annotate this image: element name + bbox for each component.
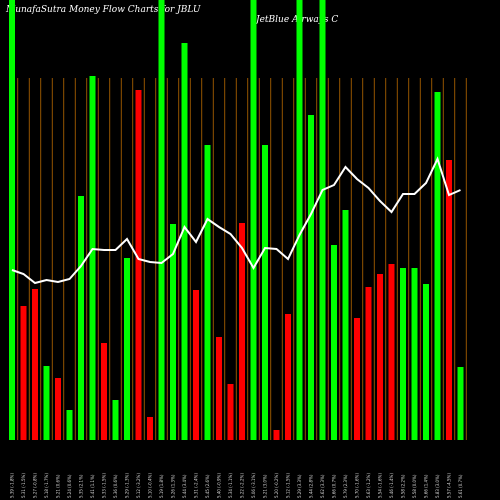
bar <box>457 367 464 440</box>
bar <box>170 224 176 440</box>
money-flow-line <box>11 156 461 285</box>
bars <box>9 0 464 440</box>
bar <box>78 196 84 440</box>
bar <box>181 43 188 440</box>
x-tick-label: 5.21 (3.0%) <box>263 474 268 498</box>
bar <box>89 76 96 440</box>
bar <box>20 306 27 440</box>
bar <box>32 289 38 440</box>
x-tick-label: 5.33 (-1.5%) <box>102 473 107 498</box>
bar <box>434 92 441 440</box>
x-tick-label: 5.27 (-0.8%) <box>33 473 38 498</box>
x-tick-label: 5.24 (0.6%) <box>67 474 72 498</box>
bar <box>388 264 395 440</box>
x-tick-label: 5.66 (1.4%) <box>424 474 429 498</box>
x-tick-label: 5.79 (2.3%) <box>343 474 348 498</box>
x-tick-label: 5.29 (-1.3%) <box>125 473 130 498</box>
x-tick-label: 5.45 (2.6%) <box>205 474 210 498</box>
x-tick-label: 5.10 (-0.4%) <box>148 473 153 498</box>
x-tick-label: 5.12 (-3.2%) <box>136 473 141 498</box>
x-tick-label: 5.19 (1.8%) <box>159 474 164 498</box>
x-tick-label: 5.29 (3.3%) <box>297 474 302 498</box>
x-tick-label: 5.63 (-1.2%) <box>366 473 371 498</box>
x-tick-label: 5.34 (-1.1%) <box>228 473 233 498</box>
x-tick-label: 5.58 (2.2%) <box>401 474 406 498</box>
bar <box>262 145 268 440</box>
x-tick-label: 5.44 (3.4%) <box>182 474 187 498</box>
chart-subtitle: JetBlue Airways C <box>254 15 338 25</box>
x-tick-label: 5.62 (3.3%) <box>320 474 325 498</box>
bar <box>9 0 15 440</box>
bar <box>331 245 337 440</box>
x-tick-label: 5.21 (0.6%) <box>56 474 61 498</box>
x-tick-label: 5.83 (3.0%) <box>435 474 440 498</box>
bar <box>250 0 257 440</box>
bar <box>296 0 303 440</box>
x-tick-label: 5.70 (-1.6%) <box>355 473 360 498</box>
x-tick-label: 5.54 (-1.6%) <box>378 473 383 498</box>
bar <box>273 430 280 440</box>
x-tick-label: 5.40 (-0.9%) <box>217 473 222 498</box>
x-tick-label: 5.20 (-0.2%) <box>274 473 279 498</box>
bar <box>365 287 372 440</box>
bar <box>411 268 418 440</box>
x-tick-label: 5.58 (0.0%) <box>412 474 417 498</box>
bar <box>101 343 107 440</box>
bar <box>342 210 349 440</box>
bar <box>124 258 130 440</box>
bar <box>239 223 245 440</box>
x-tick-label: 5.57 (-4.5%) <box>447 473 452 498</box>
bar <box>158 0 165 440</box>
bar <box>147 417 153 440</box>
chart-title: MunafaSutra Money Flow Charts for JBLU <box>5 5 201 15</box>
bar <box>135 90 142 440</box>
x-tick-label: 5.31 (-1.5%) <box>21 473 26 498</box>
x-labels: 5.39 (-1.8%) 5.31 (-1.5%) 5.27 (-0.8%) 5.18… <box>10 473 464 498</box>
x-tick-label: 5.61 (0.7%) <box>458 474 463 498</box>
bar <box>227 384 234 440</box>
bar <box>55 378 61 440</box>
bar <box>354 318 360 440</box>
lines <box>11 156 461 285</box>
bar <box>400 268 406 440</box>
x-tick-label: 5.36 (0.6%) <box>113 474 118 498</box>
bar <box>193 290 199 440</box>
bar <box>377 274 383 440</box>
bar <box>216 337 222 440</box>
x-tick-label: 5.31 (-2.4%) <box>194 473 199 498</box>
x-tick-label: 5.41 (1.1%) <box>90 474 95 498</box>
x-tick-label: 5.66 (0.7%) <box>332 474 337 498</box>
x-tick-label: 5.18 (-1.7%) <box>44 473 49 498</box>
bar <box>423 284 429 440</box>
x-tick-label: 5.22 (-2.2%) <box>240 473 245 498</box>
bar <box>204 145 211 440</box>
x-tick-label: 5.44 (2.8%) <box>309 474 314 498</box>
bar <box>285 314 291 440</box>
x-tick-label: 5.46 (-1.4%) <box>389 473 394 498</box>
bar <box>446 160 452 440</box>
bar <box>319 0 326 440</box>
x-tick-label: 5.35 (2.1%) <box>79 474 84 498</box>
x-tick-label: 5.26 (1.3%) <box>171 474 176 498</box>
x-tick-label: 5.39 (-1.8%) <box>10 473 15 498</box>
bar <box>112 400 119 440</box>
x-tick-label: 5.06 (-3.1%) <box>251 473 256 498</box>
bar <box>308 115 314 440</box>
x-tick-label: 5.12 (-1.5%) <box>286 473 291 498</box>
bar <box>66 410 73 440</box>
bar <box>43 366 50 440</box>
